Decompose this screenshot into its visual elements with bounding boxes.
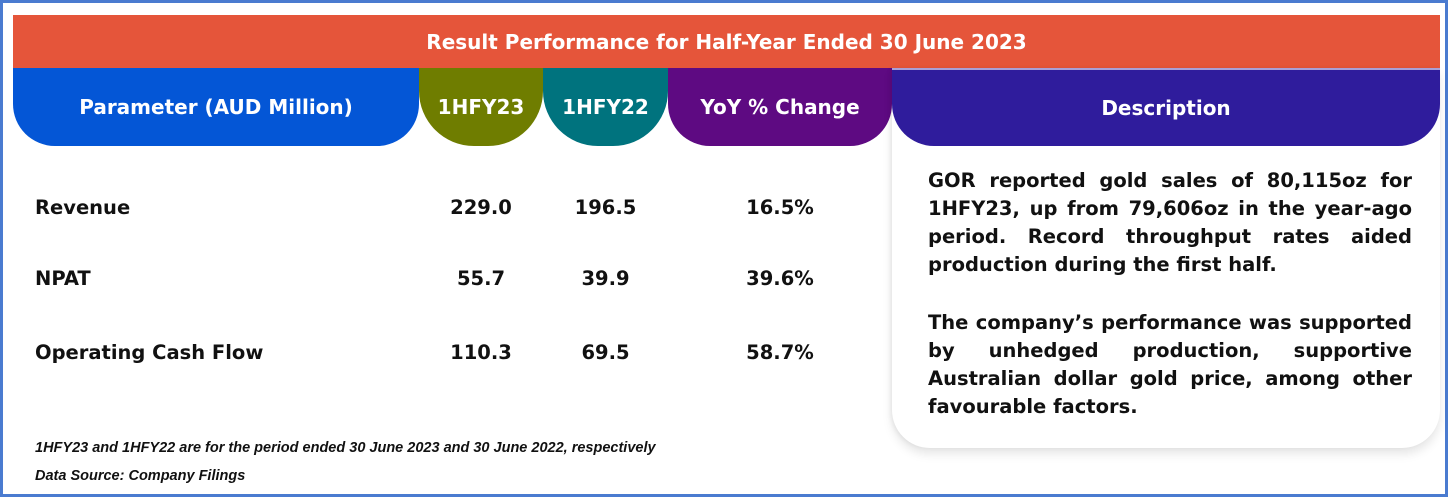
value-yoy: 39.6% — [746, 267, 814, 290]
figure-title: Result Performance for Half-Year Ended 3… — [426, 29, 1027, 54]
footnote-source: Data Source: Company Filings — [35, 468, 246, 484]
description-card: Description GOR reported gold sales of 8… — [892, 68, 1440, 448]
header-1hfy23: 1HFY23 — [419, 68, 543, 146]
title-bar: Result Performance for Half-Year Ended 3… — [13, 15, 1440, 68]
value-yoy: 58.7% — [746, 341, 814, 364]
header-parameter: Parameter (AUD Million) — [13, 68, 419, 146]
footnote-period: 1HFY23 and 1HFY22 are for the period end… — [35, 440, 656, 456]
header-yoy-change: YoY % Change — [668, 68, 892, 146]
header-1hfy23-label: 1HFY23 — [437, 95, 525, 119]
table-row-npat: NPAT 55.7 39.9 39.6% — [3, 264, 883, 294]
description-paragraph: GOR reported gold sales of 80,115oz for … — [928, 169, 1412, 276]
description-text: GOR reported gold sales of 80,115oz for … — [928, 167, 1412, 451]
value-1hfy23: 55.7 — [456, 267, 506, 290]
value-1hfy22: 196.5 — [574, 196, 637, 219]
header-description: Description — [892, 68, 1440, 146]
table-row-revenue: Revenue 229.0 196.5 16.5% — [3, 193, 883, 223]
header-description-label: Description — [1101, 96, 1231, 120]
value-1hfy23: 229.0 — [450, 196, 512, 219]
table-row-operating-cash-flow: Operating Cash Flow 110.3 69.5 58.7% — [3, 338, 883, 368]
header-1hfy22-label: 1HFY22 — [562, 95, 649, 119]
row-label: Revenue — [35, 196, 131, 219]
value-yoy: 16.5% — [746, 196, 814, 219]
value-1hfy22: 39.9 — [581, 267, 630, 290]
row-label: NPAT — [35, 267, 91, 290]
header-yoy-label: YoY % Change — [700, 95, 860, 119]
value-1hfy23: 110.3 — [450, 341, 512, 364]
value-1hfy22: 69.5 — [581, 341, 630, 364]
header-parameter-label: Parameter (AUD Million) — [79, 95, 353, 119]
row-label: Operating Cash Flow — [35, 341, 264, 364]
header-1hfy22: 1HFY22 — [543, 68, 668, 146]
description-paragraph: The company’s performance was supported … — [928, 311, 1412, 418]
